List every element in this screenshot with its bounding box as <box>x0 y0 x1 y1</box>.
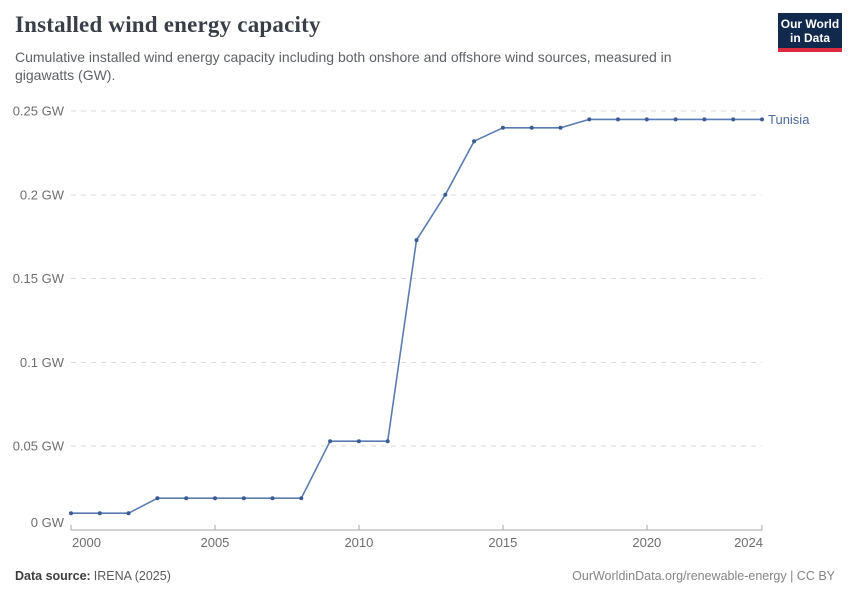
y-axis-tick-label: 0.25 GW <box>13 104 65 119</box>
owid-logo[interactable]: Our World in Data <box>778 13 842 52</box>
data-point-marker[interactable] <box>529 125 534 130</box>
data-point-marker[interactable] <box>558 125 563 130</box>
data-point-marker[interactable] <box>299 496 304 501</box>
data-source: Data source: IRENA (2025) <box>15 569 171 583</box>
data-point-marker[interactable] <box>241 496 246 501</box>
data-point-marker[interactable] <box>184 496 189 501</box>
data-point-marker[interactable] <box>270 496 275 501</box>
x-axis-tick-label: 2005 <box>200 535 229 550</box>
data-point-marker[interactable] <box>673 117 678 122</box>
x-axis-tick-label: 2015 <box>488 535 517 550</box>
data-point-marker[interactable] <box>702 117 707 122</box>
data-point-marker[interactable] <box>443 192 448 197</box>
data-point-marker[interactable] <box>587 117 592 122</box>
data-source-label: Data source: <box>15 569 91 583</box>
data-point-marker[interactable] <box>644 117 649 122</box>
data-point-marker[interactable] <box>155 496 160 501</box>
data-point-marker[interactable] <box>472 139 477 144</box>
series-line-tunisia[interactable] <box>70 118 763 514</box>
x-axis-tick-label: 2024 <box>734 535 763 550</box>
data-point-marker[interactable] <box>213 496 217 501</box>
y-axis-tick-label: 0.2 GW <box>20 187 65 202</box>
chart-subtitle: Cumulative installed wind energy capacit… <box>15 49 672 83</box>
data-point-marker[interactable] <box>731 117 736 122</box>
data-point-marker[interactable] <box>356 439 361 444</box>
credit-link[interactable]: OurWorldinData.org/renewable-energy | CC… <box>572 569 835 583</box>
series-end-label[interactable]: Tunisia <box>768 112 810 127</box>
page-title: Installed wind energy capacity <box>15 12 321 37</box>
logo-text-line2: in Data <box>789 31 830 45</box>
data-point-marker[interactable] <box>414 238 419 243</box>
y-axis-tick-label: 0 GW <box>31 515 65 530</box>
x-axis-tick-label: 2010 <box>344 535 373 550</box>
y-axis-tick-label: 0.15 GW <box>13 271 65 286</box>
x-axis-tick-label: 2000 <box>72 535 101 550</box>
logo-text-line1: Our World <box>780 17 840 31</box>
data-point-marker[interactable] <box>616 117 620 122</box>
data-point-marker[interactable] <box>126 511 131 516</box>
y-axis-tick-label: 0.05 GW <box>13 439 65 454</box>
data-point-marker[interactable] <box>97 511 102 516</box>
y-axis-tick-label: 0.1 GW <box>20 355 65 370</box>
data-point-marker[interactable] <box>500 125 505 130</box>
data-point-marker[interactable] <box>69 511 73 516</box>
data-point-marker[interactable] <box>328 439 333 444</box>
data-point-marker[interactable] <box>760 117 764 122</box>
data-point-marker[interactable] <box>385 439 390 444</box>
x-axis-tick-label: 2020 <box>632 535 661 550</box>
data-source-value: IRENA (2025) <box>93 569 171 583</box>
